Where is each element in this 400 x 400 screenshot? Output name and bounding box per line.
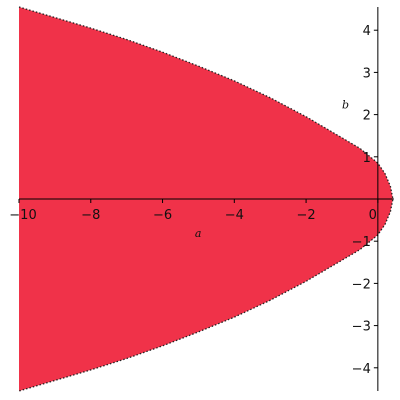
x-tick-label: −4 [225, 208, 244, 223]
y-tick-group: −4 −3 −2 −1 1 2 3 4 [352, 24, 378, 377]
x-tick-group: −10 −8 −6 −4 −2 0 [9, 199, 379, 223]
x-tick-label: −10 [9, 208, 36, 223]
y-tick-label: 4 [363, 24, 371, 39]
x-tick-label: −2 [296, 208, 315, 223]
y-tick-label: −2 [352, 277, 371, 292]
y-axis-label: b [342, 98, 349, 111]
y-tick-label: 1 [363, 151, 371, 166]
x-axis-label: a [195, 227, 202, 240]
x-tick-label: −8 [81, 208, 100, 223]
region-boundary-dotted [18, 6, 394, 392]
y-tick-label: −1 [352, 235, 371, 250]
y-tick-label: 2 [363, 109, 371, 124]
y-tick-label: −3 [352, 320, 371, 335]
x-tick-label: 0 [369, 208, 377, 223]
x-tick-label: −6 [153, 208, 172, 223]
y-tick-label: −4 [352, 362, 371, 377]
y-tick-label: 3 [363, 66, 371, 81]
